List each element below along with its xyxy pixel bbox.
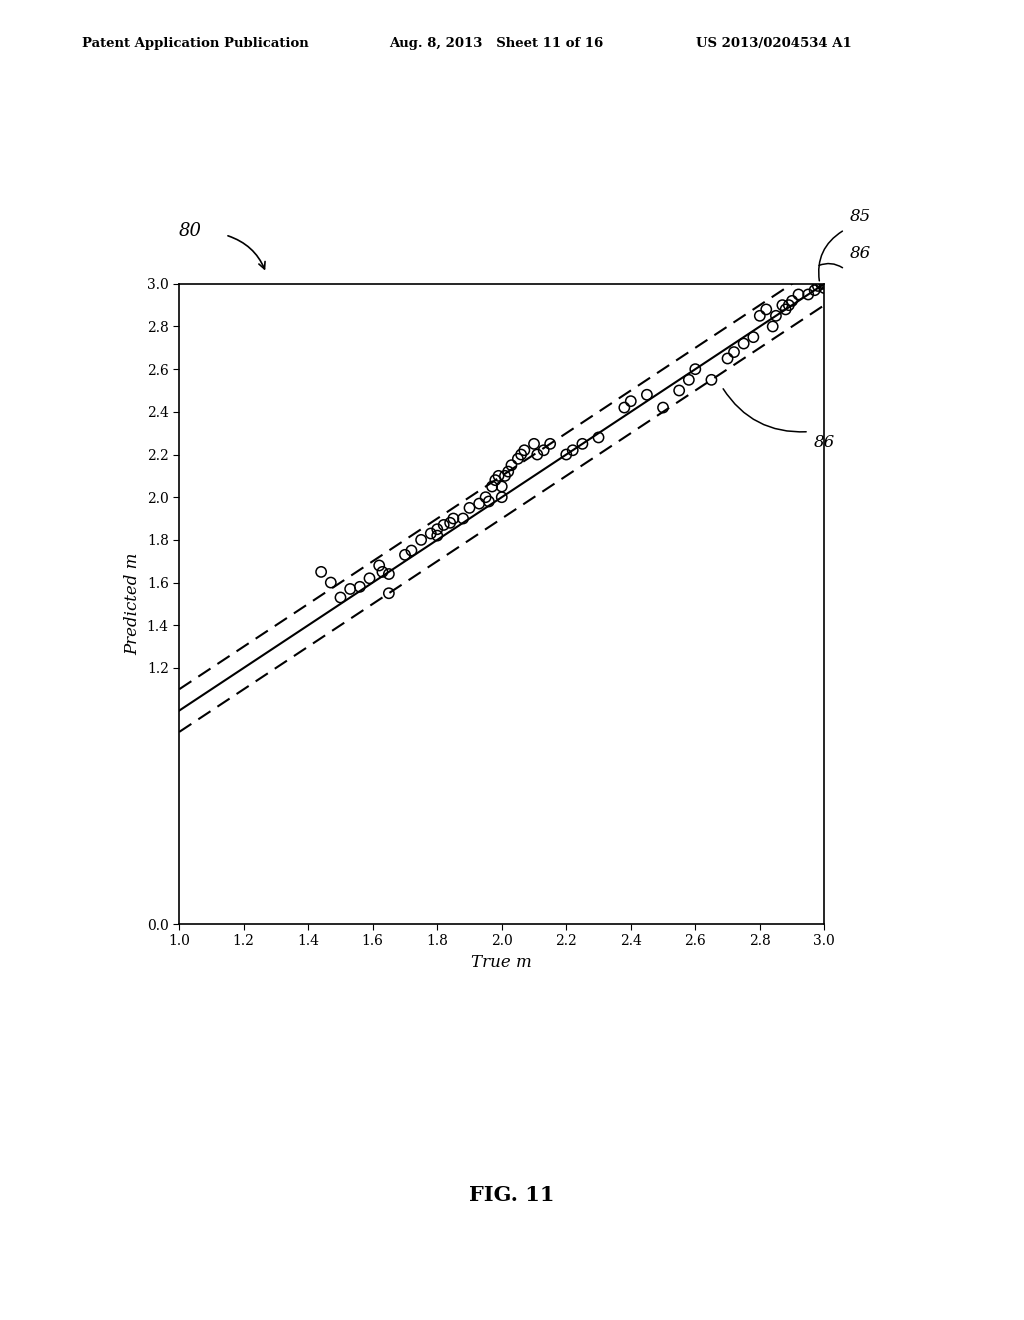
Point [623, 391, 639, 412]
Point [681, 370, 697, 391]
Point [774, 294, 791, 315]
Point [461, 498, 477, 519]
Point [500, 461, 516, 482]
Point [435, 515, 452, 536]
Point [497, 466, 513, 487]
Point [536, 440, 552, 461]
Point [494, 477, 510, 498]
Text: US 2013/0204534 A1: US 2013/0204534 A1 [696, 37, 852, 50]
Text: 86: 86 [814, 434, 836, 450]
Point [765, 315, 781, 337]
Text: 80: 80 [179, 222, 202, 240]
Text: 85: 85 [850, 209, 871, 224]
Point [780, 294, 797, 315]
Point [752, 305, 768, 326]
Point [800, 284, 816, 305]
Point [403, 540, 420, 561]
Point [777, 298, 794, 319]
Point [813, 273, 829, 294]
Point [513, 444, 529, 465]
Point [719, 348, 735, 370]
Y-axis label: Predicted m: Predicted m [124, 553, 141, 655]
Point [783, 290, 800, 312]
Point [655, 397, 672, 418]
Point [351, 577, 368, 598]
Point [487, 470, 504, 491]
Point [758, 298, 774, 319]
Text: 86: 86 [850, 246, 871, 261]
Point [396, 544, 413, 565]
Point [442, 512, 459, 533]
Point [791, 284, 807, 305]
Point [558, 444, 574, 465]
Point [768, 305, 784, 326]
Text: FIG. 11: FIG. 11 [469, 1184, 555, 1205]
Point [313, 561, 330, 582]
Point [342, 578, 358, 599]
Point [455, 508, 471, 529]
Point [542, 433, 558, 454]
X-axis label: True m: True m [471, 954, 532, 972]
Point [361, 568, 378, 589]
Point [810, 276, 826, 297]
Point [639, 384, 655, 405]
Point [687, 359, 703, 380]
Point [471, 494, 487, 515]
Point [735, 333, 752, 354]
Point [525, 433, 542, 454]
Point [807, 280, 823, 301]
Point [381, 564, 397, 585]
Point [671, 380, 687, 401]
Point [480, 491, 497, 512]
Point [516, 440, 532, 461]
Point [477, 487, 494, 508]
Point [429, 525, 445, 546]
Point [726, 342, 742, 363]
Point [503, 454, 519, 475]
Point [413, 529, 429, 550]
Point [423, 523, 439, 544]
Point [590, 426, 606, 447]
Point [429, 519, 445, 540]
Point [371, 554, 387, 576]
Point [745, 326, 762, 347]
Text: Patent Application Publication: Patent Application Publication [82, 37, 308, 50]
Point [703, 370, 720, 391]
Point [574, 433, 591, 454]
Point [816, 273, 833, 294]
Point [445, 508, 462, 529]
Point [374, 561, 390, 582]
Point [494, 487, 510, 508]
Point [564, 440, 581, 461]
Point [490, 466, 507, 487]
Point [323, 572, 339, 593]
Point [816, 277, 833, 298]
Point [616, 397, 633, 418]
Text: Aug. 8, 2013   Sheet 11 of 16: Aug. 8, 2013 Sheet 11 of 16 [389, 37, 603, 50]
Point [529, 444, 546, 465]
Point [332, 587, 348, 609]
Point [510, 449, 526, 470]
Point [381, 582, 397, 603]
Point [484, 477, 501, 498]
